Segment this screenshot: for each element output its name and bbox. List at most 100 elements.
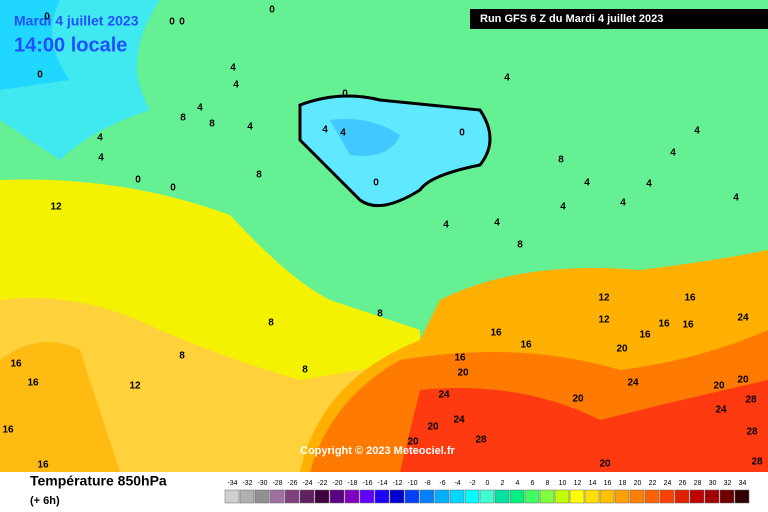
legend-swatch: [494, 489, 510, 504]
contour-label: 28: [751, 457, 763, 468]
legend-label: -20: [332, 480, 342, 487]
contour-label: 4: [98, 153, 104, 164]
legend-swatch: [329, 489, 345, 504]
legend-swatch: [419, 489, 435, 504]
legend-label: -14: [377, 480, 387, 487]
legend-swatch: [374, 489, 390, 504]
legend-label: 6: [531, 480, 535, 487]
legend-label: 32: [724, 480, 732, 487]
contour-label: 4: [443, 220, 449, 231]
legend-label: 2: [501, 480, 505, 487]
legend-label: 14: [589, 480, 597, 487]
contour-label: 4: [247, 122, 253, 133]
contour-label: 4: [340, 128, 346, 139]
legend-swatch: [554, 489, 570, 504]
legend-label: -24: [302, 480, 312, 487]
hottest-zone: [400, 380, 768, 472]
legend-label: -12: [392, 480, 402, 487]
legend-swatch: [659, 489, 675, 504]
colder-core: [330, 119, 400, 156]
footer-step: (+ 6h): [30, 495, 60, 507]
legend-swatch: [539, 489, 555, 504]
contour-label: 4: [670, 148, 676, 159]
legend-swatch: [644, 489, 660, 504]
legend-label: -26: [287, 480, 297, 487]
legend-swatch: [479, 489, 495, 504]
warm-sea-zone: [0, 342, 120, 472]
contour-label: 0: [342, 89, 348, 100]
legend-swatch: [674, 489, 690, 504]
legend-label: -2: [469, 480, 475, 487]
contour-label: 16: [520, 340, 532, 351]
contour-label: 0: [373, 178, 379, 189]
contour-label: 20: [427, 422, 439, 433]
contour-label: 4: [197, 103, 203, 114]
contour-label: 0: [135, 175, 141, 186]
legend-swatch: [404, 489, 420, 504]
contour-label: 28: [746, 427, 758, 438]
contour-label: 0: [179, 17, 185, 28]
legend-swatch: [239, 489, 255, 504]
contour-label: 16: [10, 359, 22, 370]
contour-label: 4: [620, 198, 626, 209]
contour-label: 12: [598, 315, 610, 326]
contour-label: 24: [715, 405, 727, 416]
legend-label: -32: [242, 480, 252, 487]
contour-label: 4: [494, 218, 500, 229]
legend-label: 12: [574, 480, 582, 487]
legend-swatch: [284, 489, 300, 504]
contour-label: 8: [377, 309, 383, 320]
legend-label: 30: [709, 480, 717, 487]
contour-label: 0: [37, 70, 43, 81]
legend-swatch: [584, 489, 600, 504]
legend-swatch: [449, 489, 465, 504]
contour-label: 8: [180, 113, 186, 124]
contour-label: 0: [44, 12, 50, 23]
contour-label: 20: [599, 459, 611, 470]
legend-swatch: [704, 489, 720, 504]
contour-label: 4: [646, 179, 652, 190]
run-info: Run GFS 6 Z du Mardi 4 juillet 2023: [480, 13, 663, 25]
legend-label: -4: [454, 480, 460, 487]
contour-label: 4: [97, 133, 103, 144]
contour-label: 24: [438, 390, 450, 401]
legend-label: -30: [257, 480, 267, 487]
legend-swatch: [389, 489, 405, 504]
contour-label: 24: [453, 415, 465, 426]
legend-swatch: [509, 489, 525, 504]
contour-label: 20: [457, 368, 469, 379]
contour-label: 0: [269, 5, 275, 16]
contour-label: 4: [694, 126, 700, 137]
legend-swatch: [719, 489, 735, 504]
legend-label: -6: [439, 480, 445, 487]
contour-label: 28: [475, 435, 487, 446]
contour-label: 12: [50, 202, 62, 213]
legend-swatch: [734, 489, 750, 504]
legend-label: -22: [317, 480, 327, 487]
legend-swatch: [359, 489, 375, 504]
contour-label: 20: [616, 344, 628, 355]
legend-swatch: [269, 489, 285, 504]
legend-swatch: [629, 489, 645, 504]
legend-label: -34: [227, 480, 237, 487]
contour-label: 16: [684, 293, 696, 304]
footer-title: Température 850hPa: [30, 473, 167, 489]
legend-swatch: [254, 489, 270, 504]
legend-swatch: [434, 489, 450, 504]
contour-label: 12: [598, 293, 610, 304]
legend-label: -28: [272, 480, 282, 487]
legend-label: -18: [347, 480, 357, 487]
contour-label: 20: [572, 394, 584, 405]
contour-label: 0: [169, 17, 175, 28]
legend-label: 8: [546, 480, 550, 487]
contour-label: 24: [627, 378, 639, 389]
legend-label: 0: [486, 480, 490, 487]
colder-zone-greenland: [0, 0, 70, 90]
legend-swatch: [524, 489, 540, 504]
run-banner: [470, 9, 768, 29]
contour-label: 8: [302, 365, 308, 376]
contour-label: 4: [560, 202, 566, 213]
legend-label: 22: [649, 480, 657, 487]
contour-label: 8: [256, 170, 262, 181]
